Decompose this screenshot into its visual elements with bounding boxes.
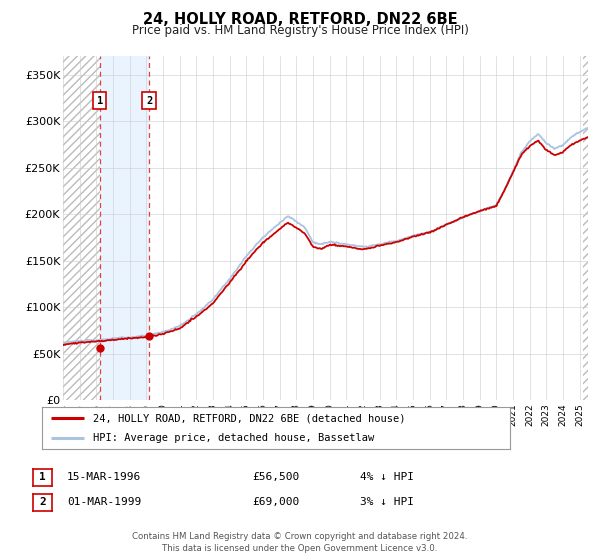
Text: 3% ↓ HPI: 3% ↓ HPI <box>360 497 414 507</box>
Text: 24, HOLLY ROAD, RETFORD, DN22 6BE (detached house): 24, HOLLY ROAD, RETFORD, DN22 6BE (detac… <box>94 413 406 423</box>
Text: 1: 1 <box>39 472 46 482</box>
Text: 24, HOLLY ROAD, RETFORD, DN22 6BE: 24, HOLLY ROAD, RETFORD, DN22 6BE <box>143 12 457 27</box>
Bar <box>63 56 100 400</box>
Text: £69,000: £69,000 <box>252 497 299 507</box>
Text: 01-MAR-1999: 01-MAR-1999 <box>67 497 142 507</box>
Text: 2: 2 <box>146 96 152 106</box>
Text: 4% ↓ HPI: 4% ↓ HPI <box>360 472 414 482</box>
Text: 2: 2 <box>39 497 46 507</box>
Text: 1: 1 <box>97 96 103 106</box>
Bar <box>100 56 149 400</box>
Text: £56,500: £56,500 <box>252 472 299 482</box>
Text: Price paid vs. HM Land Registry's House Price Index (HPI): Price paid vs. HM Land Registry's House … <box>131 24 469 37</box>
Text: 15-MAR-1996: 15-MAR-1996 <box>67 472 142 482</box>
Text: Contains HM Land Registry data © Crown copyright and database right 2024.
This d: Contains HM Land Registry data © Crown c… <box>132 532 468 553</box>
Text: HPI: Average price, detached house, Bassetlaw: HPI: Average price, detached house, Bass… <box>94 433 375 443</box>
Bar <box>583 56 588 400</box>
